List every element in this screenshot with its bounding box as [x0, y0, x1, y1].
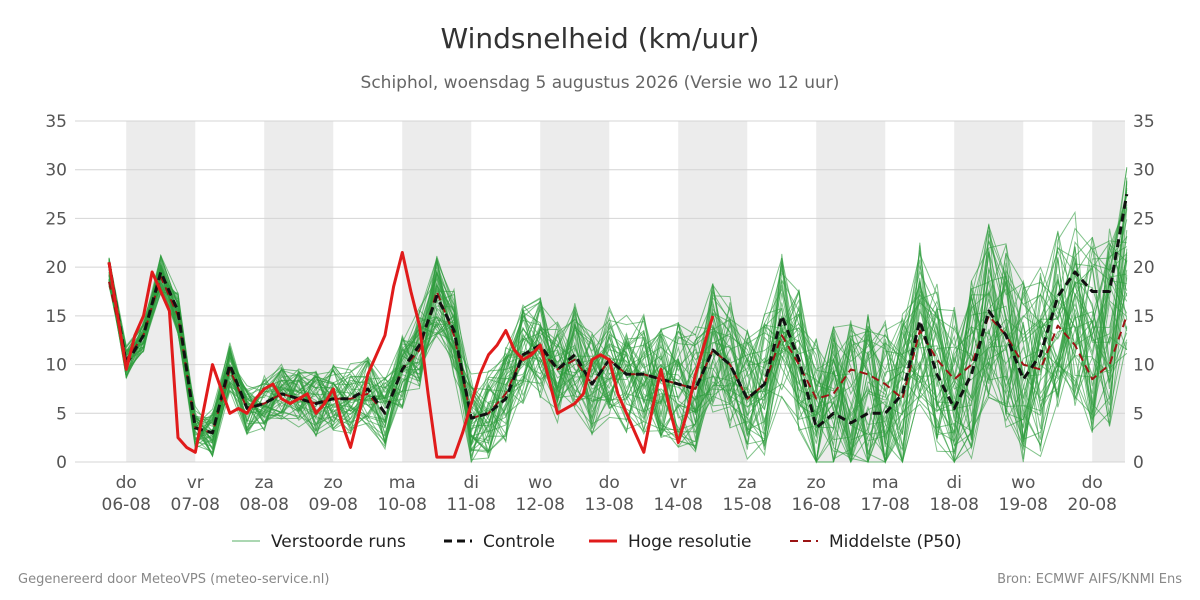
x-tick-date: 20-08	[1068, 495, 1117, 515]
y-tick-label-left: 25	[45, 209, 67, 229]
series-line-hoge-resolutie	[107, 251, 715, 459]
ensemble-member-line	[108, 279, 1128, 448]
x-tick-day: do	[1082, 473, 1103, 493]
y-tick-label-right: 20	[1133, 258, 1155, 278]
y-tick-label-right: 30	[1133, 161, 1155, 181]
x-tick-day: wo	[1011, 473, 1035, 493]
y-tick-label-left: 30	[45, 161, 67, 181]
x-tick-date: 17-08	[861, 495, 910, 515]
x-tick-date: 15-08	[723, 495, 772, 515]
y-tick-label-left: 0	[56, 453, 67, 473]
ensemble-member-line	[108, 210, 1128, 447]
chart-title: Windsnelheid (km/uur)	[440, 22, 760, 55]
x-tick-day: ma	[872, 473, 899, 493]
x-tick-date: 10-08	[378, 495, 427, 515]
y-tick-label-right: 0	[1133, 453, 1144, 473]
legend-label-ensemble: Verstoorde runs	[271, 532, 406, 552]
x-tick-day: do	[116, 473, 137, 493]
ensemble-member-line	[108, 195, 1128, 453]
y-tick-label-right: 35	[1133, 112, 1155, 132]
x-tick-day: za	[255, 473, 274, 493]
y-tick-label-right: 10	[1133, 356, 1155, 376]
x-tick-day: zo	[324, 473, 343, 493]
x-tick-date: 06-08	[102, 495, 151, 515]
x-tick-day: vr	[670, 473, 687, 493]
ensemble-member-line	[108, 263, 1128, 463]
y-tick-label-right: 15	[1133, 307, 1155, 327]
y-tick-label-left: 15	[45, 307, 67, 327]
ensemble-member-line	[108, 243, 1128, 460]
ensemble-member-line	[108, 187, 1128, 463]
x-tick-day: vr	[187, 473, 204, 493]
x-tick-day: wo	[528, 473, 552, 493]
x-tick-date: 16-08	[792, 495, 841, 515]
x-tick-date: 12-08	[516, 495, 565, 515]
chart-subtitle: Schiphol, woensdag 5 augustus 2026 (Vers…	[360, 73, 840, 93]
x-tick-date: 07-08	[171, 495, 220, 515]
y-tick-label-left: 5	[56, 404, 67, 424]
y-tick-label-right: 5	[1133, 404, 1144, 424]
x-tick-day: zo	[807, 473, 826, 493]
x-tick-date: 09-08	[309, 495, 358, 515]
x-tick-date: 08-08	[240, 495, 289, 515]
legend-label-control: Controle	[483, 532, 555, 552]
ensemble-member-line	[108, 245, 1128, 464]
x-tick-date: 11-08	[447, 495, 496, 515]
legend-label-median: Middelste (P50)	[829, 532, 962, 552]
y-tick-label-left: 20	[45, 258, 67, 278]
x-tick-date: 13-08	[585, 495, 634, 515]
main-series	[107, 193, 1129, 459]
y-tick-label-left: 10	[45, 356, 67, 376]
y-tick-label-left: 35	[45, 112, 67, 132]
x-tick-day: di	[946, 473, 962, 493]
y-tick-label-right: 25	[1133, 209, 1155, 229]
legend: Verstoorde runs Controle Hoge resolutie …	[232, 532, 962, 552]
x-tick-date: 19-08	[999, 495, 1048, 515]
x-tick-date: 14-08	[654, 495, 703, 515]
x-tick-day: do	[599, 473, 620, 493]
day-band	[540, 121, 610, 462]
x-tick-date: 18-08	[930, 495, 979, 515]
x-tick-day: ma	[389, 473, 416, 493]
x-tick-day: di	[463, 473, 479, 493]
legend-label-highres: Hoge resolutie	[628, 532, 752, 552]
x-tick-day: za	[738, 473, 757, 493]
footer-source: Bron: ECMWF AIFS/KNMI Ens	[997, 572, 1182, 587]
footer-generator: Gegenereerd door MeteoVPS (meteo-service…	[18, 572, 330, 587]
